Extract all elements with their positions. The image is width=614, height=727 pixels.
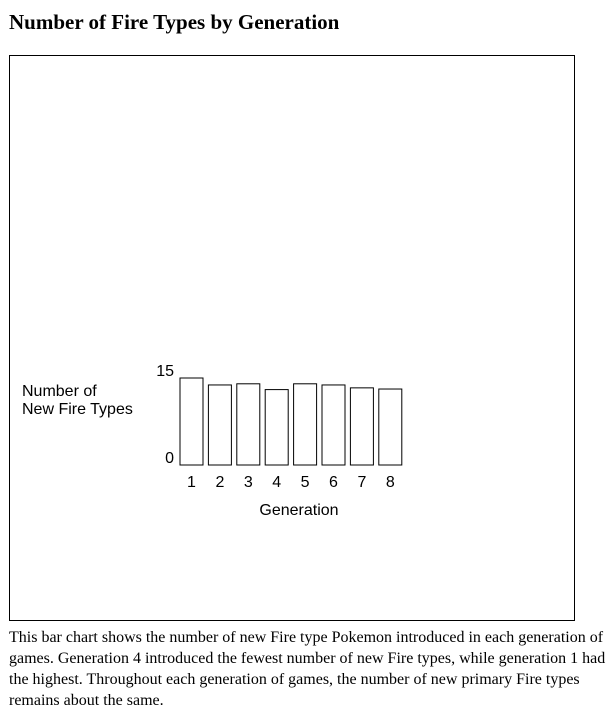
x-tick-label: 5 [301,474,310,491]
x-tick-label: 8 [386,474,395,491]
chart-description: This bar chart shows the number of new F… [9,629,606,709]
x-tick-label: 1 [187,474,196,491]
x-tick-label: 2 [215,474,224,491]
bar-generation-2 [207,384,232,466]
y-axis-label-line: Number of [22,383,97,400]
x-axis-label: Generation [259,502,338,519]
bars [179,377,403,466]
bar-generation-4 [264,389,289,466]
bar-generation-1 [179,377,204,466]
x-tick-label: 4 [272,474,281,491]
bar-generation-7 [349,387,374,466]
bar-generation-5 [293,383,318,466]
x-tick-label: 7 [357,474,366,491]
x-tick-label: 3 [244,474,253,491]
y-tick-label: 15 [156,363,174,380]
page-title: Number of Fire Types by Generation [9,10,340,34]
bar-generation-3 [236,383,261,466]
x-axis-ticks: 1 2 3 4 5 6 7 8 [187,474,395,491]
chart-frame: Number of New Fire Types 0 15 1 2 3 4 5 6 7 8 Gen… [9,55,575,621]
y-tick-label: 0 [165,450,174,467]
x-tick-label: 6 [329,474,338,491]
y-axis-ticks: 0 15 [156,363,174,467]
bar-generation-6 [321,384,346,466]
y-axis-label-line: New Fire Types [22,401,133,418]
bar-generation-8 [378,388,403,466]
